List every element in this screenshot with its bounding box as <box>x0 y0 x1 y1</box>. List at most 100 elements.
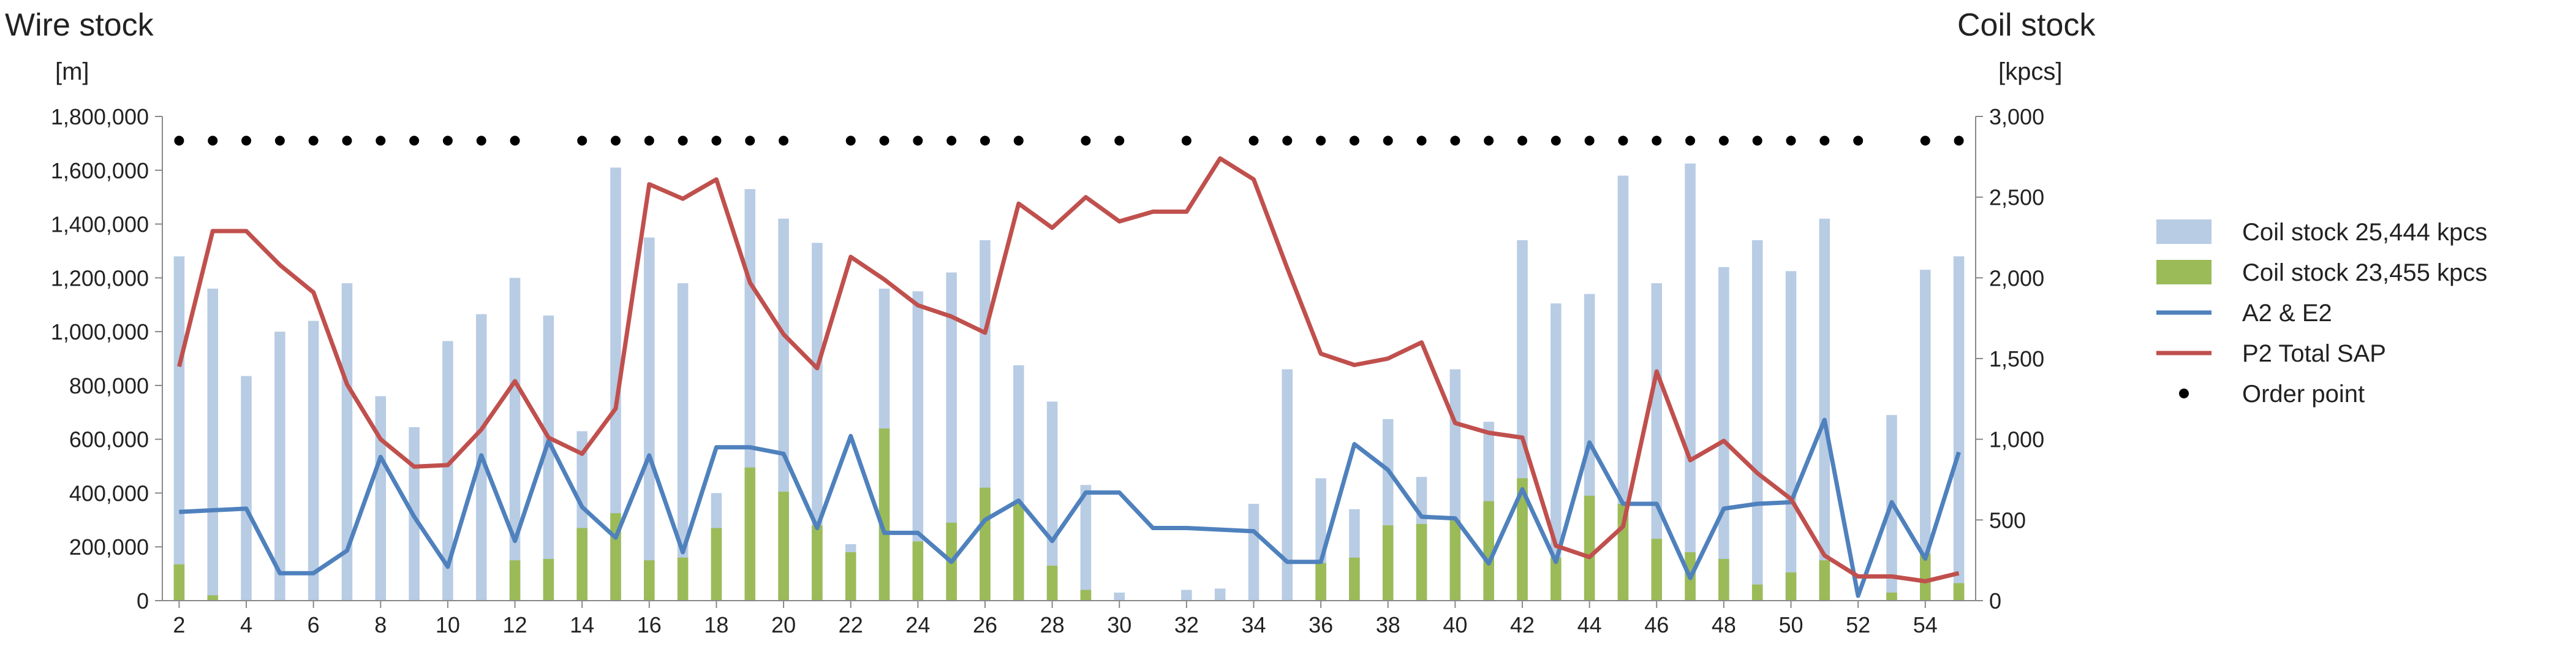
bar-coil-23455-43 <box>1551 557 1562 601</box>
y-right-tick-label: 2,500 <box>1989 185 2044 210</box>
bar-coil-25444-17 <box>677 283 689 601</box>
bar-coil-25444-13 <box>543 315 554 601</box>
bar-coil-25444-15 <box>610 167 621 601</box>
bar-coil-23455-22 <box>845 552 856 601</box>
bar-coil-23455-24 <box>912 541 924 601</box>
bar-coil-25444-29 <box>1080 485 1092 601</box>
x-tick-label: 34 <box>1241 612 1266 637</box>
order-point-11 <box>476 135 486 146</box>
x-tick-label: 48 <box>1712 612 1736 637</box>
order-point-18 <box>711 135 722 146</box>
bar-coil-23455-26 <box>980 487 991 601</box>
y-left-tick-label: 1,200,000 <box>51 265 149 291</box>
x-tick-label: 10 <box>436 612 460 637</box>
bar-coil-25444-51 <box>1819 218 1830 601</box>
y-left-tick-label: 0 <box>137 588 149 614</box>
bar-coil-23455-42 <box>1517 478 1528 601</box>
order-point-45 <box>1618 135 1628 146</box>
bar-coil-25444-54 <box>1920 270 1931 601</box>
bar-coil-23455-55 <box>1953 583 1965 601</box>
legend-swatch-coil-25444 <box>2156 219 2212 244</box>
y-right-tick-label: 3,000 <box>1989 104 2044 129</box>
order-point-4 <box>241 135 252 146</box>
y-axis-left-unit: [m] <box>55 58 89 85</box>
y-right-tick-label: 1,500 <box>1989 346 2044 371</box>
x-tick-label: 46 <box>1644 612 1669 637</box>
legend-label-order-point: Order point <box>2242 381 2365 408</box>
bar-coil-25444-55 <box>1953 256 1965 601</box>
x-tick-label: 54 <box>1913 612 1938 637</box>
y-axis-left-title: Wire stock <box>5 7 154 43</box>
legend-swatch-coil-23455 <box>2156 260 2212 284</box>
legend-label-coil-25444: Coil stock 25,444 kpcs <box>2242 219 2487 246</box>
order-point-6 <box>308 135 319 146</box>
bar-coil-23455-38 <box>1382 525 1394 601</box>
y-left-tick-label: 200,000 <box>69 534 149 560</box>
x-tick-label: 6 <box>308 612 320 637</box>
order-point-48 <box>1718 135 1729 146</box>
bar-coil-25444-2 <box>173 256 185 601</box>
order-point-23 <box>879 135 890 146</box>
bar-coil-25444-46 <box>1651 283 1663 601</box>
x-tick-label: 36 <box>1309 612 1333 637</box>
bar-coil-25444-5 <box>274 332 285 601</box>
order-point-35 <box>1282 135 1293 146</box>
bar-coil-23455-48 <box>1718 558 1729 601</box>
x-tick-label: 30 <box>1107 612 1131 637</box>
x-tick-label: 32 <box>1174 612 1199 637</box>
x-tick-label: 24 <box>905 612 930 637</box>
order-point-43 <box>1551 135 1561 146</box>
order-point-44 <box>1584 135 1595 146</box>
x-tick-label: 8 <box>374 612 387 637</box>
x-tick-label: 12 <box>503 612 527 637</box>
series-line-a2-e2 <box>179 417 1961 598</box>
order-point-30 <box>1114 135 1125 146</box>
order-point-50 <box>1786 135 1796 146</box>
bar-coil-23455-2 <box>173 564 185 601</box>
axes-layer: 0 200,000 400,000 600,000 800,000 1,000,000 1,… <box>51 104 2044 637</box>
order-point-40 <box>1450 135 1460 146</box>
bar-coil-25444-6 <box>308 321 319 601</box>
y-right-tick-label: 1,000 <box>1989 427 2044 452</box>
order-point-52 <box>1853 135 1864 146</box>
bar-coil-25444-12 <box>509 278 521 601</box>
bar-coil-25444-25 <box>946 272 957 601</box>
order-point-38 <box>1383 135 1393 146</box>
bar-coil-25444-21 <box>812 243 823 601</box>
order-point-51 <box>1819 135 1830 146</box>
order-point-49 <box>1752 135 1762 146</box>
bar-coil-23455-17 <box>677 557 689 601</box>
bar-coil-23455-53 <box>1886 592 1897 601</box>
order-point-19 <box>745 135 755 146</box>
order-point-10 <box>442 135 453 146</box>
order-point-54 <box>1920 135 1930 146</box>
legend: Coil stock 25,444 kpcs Coil stock 23,455 … <box>2156 219 2487 408</box>
bar-coil-25444-49 <box>1751 240 1763 601</box>
bar-coil-23455-46 <box>1651 539 1663 601</box>
bar-coil-23455-13 <box>543 558 554 601</box>
y-left-tick-label: 1,600,000 <box>51 158 149 183</box>
order-point-8 <box>376 135 386 146</box>
order-point-34 <box>1248 135 1259 146</box>
order-point-22 <box>845 135 856 146</box>
bar-coil-25444-8 <box>375 396 387 601</box>
x-tick-label: 52 <box>1846 612 1870 637</box>
bar-coil-25444-7 <box>341 283 353 601</box>
bar-coil-25444-4 <box>241 376 252 601</box>
bar-coil-25444-24 <box>912 291 924 601</box>
bar-coil-25444-3 <box>207 288 218 601</box>
bar-coil-23455-18 <box>711 528 722 601</box>
order-point-14 <box>577 135 587 146</box>
bar-coil-23455-41 <box>1483 501 1494 601</box>
order-point-9 <box>409 135 420 146</box>
bar-coil-25444-50 <box>1785 271 1797 601</box>
series-line-p2-total-sap <box>177 156 1960 583</box>
order-point-17 <box>678 135 688 146</box>
order-point-15 <box>611 135 621 146</box>
bar-coil-23455-37 <box>1349 557 1360 601</box>
bar-coil-25444-45 <box>1617 175 1629 601</box>
bar-coil-23455-28 <box>1046 565 1058 601</box>
line-layer <box>177 156 1961 598</box>
x-tick-label: 44 <box>1577 612 1602 637</box>
